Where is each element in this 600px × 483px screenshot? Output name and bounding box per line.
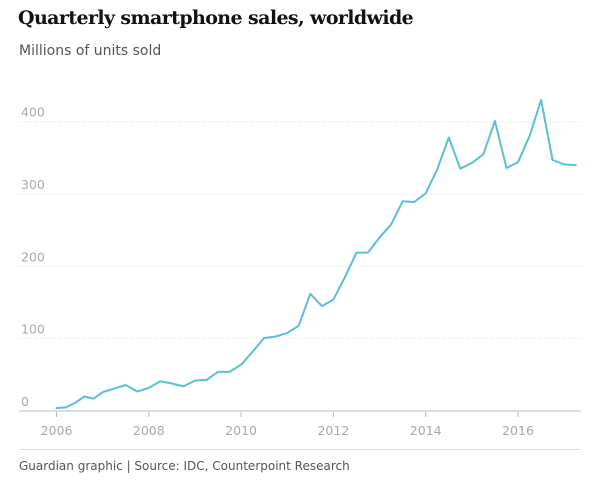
y-axis-tick-labels: 0 100 200 300 400 xyxy=(21,105,45,409)
gridlines xyxy=(19,121,581,417)
footer-divider xyxy=(19,449,581,450)
x-tick-label-2010: 2010 xyxy=(225,423,257,438)
series-line-0 xyxy=(55,99,577,410)
x-tick-label-2012: 2012 xyxy=(317,423,349,438)
y-tick-label-0: 0 xyxy=(21,394,29,409)
chart-subtitle: Millions of units sold xyxy=(19,43,162,59)
x-tick-label-2016: 2016 xyxy=(502,423,534,438)
y-tick-label-400: 400 xyxy=(21,105,45,120)
x-tick-label-2008: 2008 xyxy=(133,423,165,438)
x-tick-label-2006: 2006 xyxy=(41,423,73,438)
series-layer xyxy=(55,99,577,410)
source-note: Guardian graphic | Source: IDC, Counterp… xyxy=(19,459,350,473)
x-axis-tick-labels: 2006 2008 2010 2012 2014 2016 xyxy=(41,423,534,438)
y-tick-label-300: 300 xyxy=(21,177,45,192)
y-tick-label-200: 200 xyxy=(21,249,45,264)
chart-title: Quarterly smartphone sales, worldwide xyxy=(18,7,414,29)
x-tick-label-2014: 2014 xyxy=(410,423,442,438)
y-tick-label-100: 100 xyxy=(21,322,45,337)
